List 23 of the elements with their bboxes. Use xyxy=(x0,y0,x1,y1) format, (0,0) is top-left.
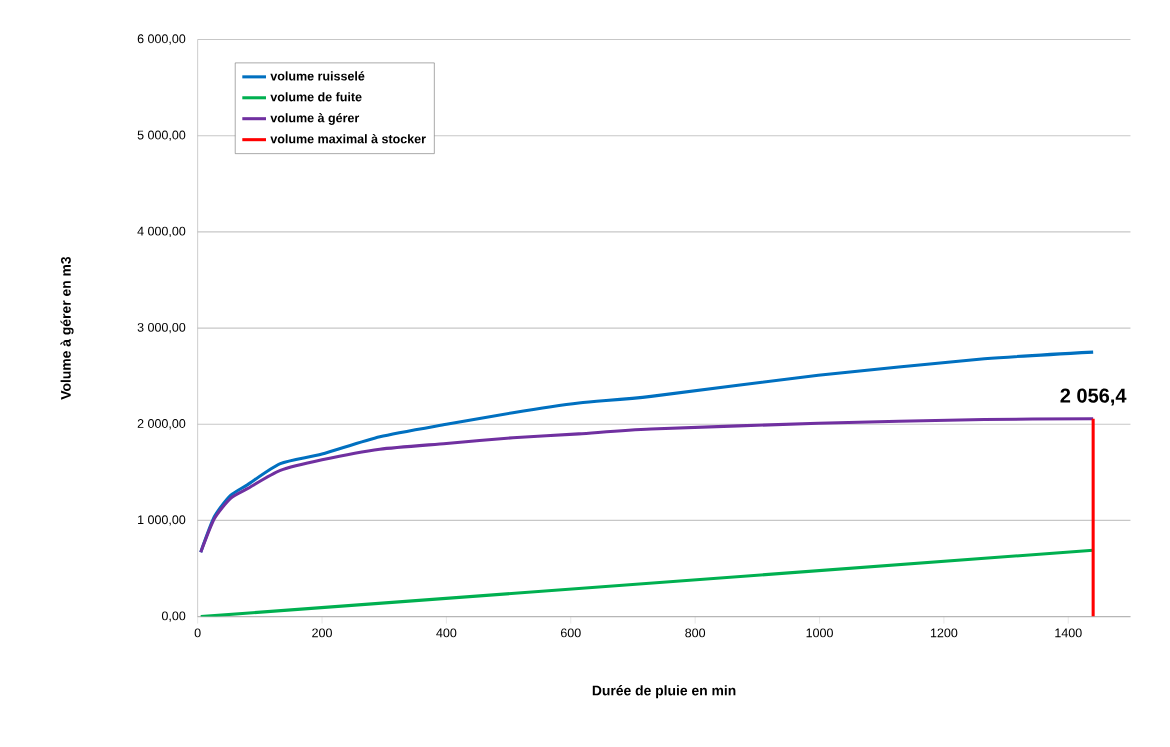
x-tick-label: 0 xyxy=(194,628,201,638)
y-tick-label: 2 000,00 xyxy=(137,419,186,430)
x-axis-title: Durée de pluie en min xyxy=(592,685,736,699)
y-tick-label: 0,00 xyxy=(161,611,186,622)
line-series xyxy=(199,417,1095,554)
x-tick-label: 600 xyxy=(560,628,581,638)
y-axis-title: Volume à gérer en m3 xyxy=(60,256,74,400)
x-tick-label: 800 xyxy=(685,628,706,638)
x-tick-label: 400 xyxy=(436,628,457,638)
y-tick-label: 3 000,00 xyxy=(137,322,186,334)
legend-label: volume ruisselé xyxy=(270,71,365,81)
x-tick-label: 1000 xyxy=(806,628,833,638)
legend-label: volume à gérer xyxy=(270,113,360,125)
annotation: 2 056,4 xyxy=(1060,388,1127,406)
y-tick-label: 4 000,00 xyxy=(137,226,186,238)
y-tick-label: 5 000,00 xyxy=(137,130,186,141)
y-tick-label: 6 000,00 xyxy=(137,34,186,45)
y-tick-label: 1 000,00 xyxy=(138,515,186,526)
x-tick-label: 200 xyxy=(312,628,332,638)
legend-label: volume de fuite xyxy=(270,92,362,102)
x-tick-label: 1200 xyxy=(930,628,958,638)
legend-label: volume maximal à stocker xyxy=(270,134,426,144)
x-tick-label: 1400 xyxy=(1055,628,1082,638)
